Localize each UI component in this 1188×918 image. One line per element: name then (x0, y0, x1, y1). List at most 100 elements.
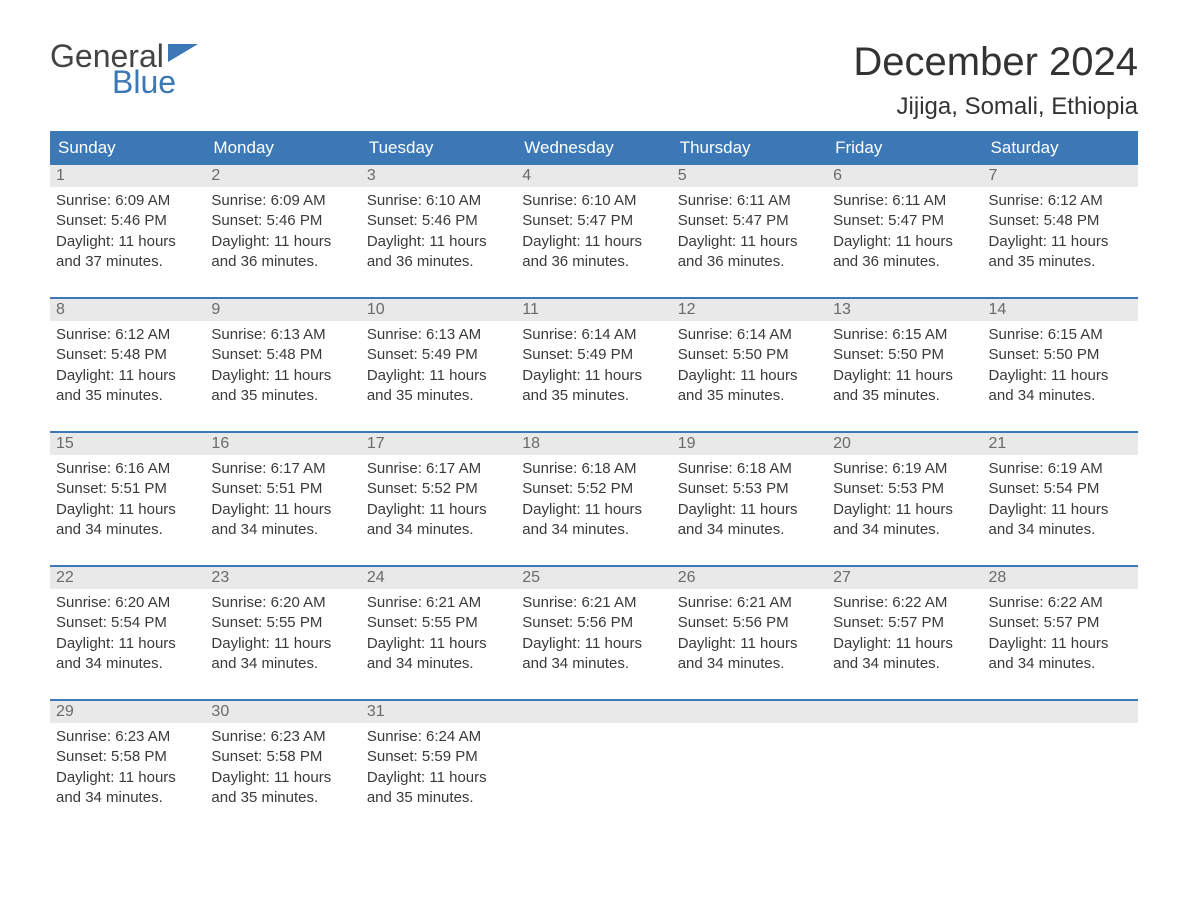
sunset-text: Sunset: 5:47 PM (522, 211, 665, 231)
daylight-text-1: Daylight: 11 hours (211, 366, 354, 386)
day-number: 1 (50, 165, 205, 187)
sunrise-text: Sunrise: 6:10 AM (367, 191, 510, 211)
title-block: December 2024 Jijiga, Somali, Ethiopia (853, 40, 1138, 121)
day-cell: 11Sunrise: 6:14 AMSunset: 5:49 PMDayligh… (516, 299, 671, 417)
day-cell: 28Sunrise: 6:22 AMSunset: 5:57 PMDayligh… (983, 567, 1138, 685)
day-number (672, 701, 827, 723)
daylight-text-1: Daylight: 11 hours (522, 634, 665, 654)
day-cell: 22 Sunrise: 6:20 AMSunset: 5:54 PMDayligh… (50, 567, 205, 685)
day-number: 6 (827, 165, 982, 187)
day-cell: 7Sunrise: 6:12 AMSunset: 5:48 PMDaylight… (983, 165, 1138, 283)
day-body: Sunrise: 6:11 AMSunset: 5:47 PMDaylight:… (672, 187, 827, 272)
day-cell: 31Sunrise: 6:24 AMSunset: 5:59 PMDayligh… (361, 701, 516, 819)
day-cell: 16Sunrise: 6:17 AMSunset: 5:51 PMDayligh… (205, 433, 360, 551)
sunrise-text: Sunrise: 6:14 AM (678, 325, 821, 345)
day-number: 17 (361, 433, 516, 455)
daylight-text-2: and 34 minutes. (522, 654, 665, 674)
daylight-text-1: Daylight: 11 hours (989, 366, 1132, 386)
day-cell: 3Sunrise: 6:10 AMSunset: 5:46 PMDaylight… (361, 165, 516, 283)
sunset-text: Sunset: 5:55 PM (211, 613, 354, 633)
day-body: Sunrise: 6:13 AMSunset: 5:49 PMDaylight:… (361, 321, 516, 406)
day-cell: 19Sunrise: 6:18 AMSunset: 5:53 PMDayligh… (672, 433, 827, 551)
day-header-row: Sunday Monday Tuesday Wednesday Thursday… (50, 131, 1138, 165)
flag-icon (168, 44, 198, 66)
day-body: Sunrise: 6:17 AMSunset: 5:51 PMDaylight:… (205, 455, 360, 540)
day-number: 30 (205, 701, 360, 723)
sunrise-text: Sunrise: 6:17 AM (211, 459, 354, 479)
sunset-text: Sunset: 5:53 PM (678, 479, 821, 499)
sunset-text: Sunset: 5:54 PM (56, 613, 199, 633)
daylight-text-1: Daylight: 11 hours (56, 232, 199, 252)
daylight-text-1: Daylight: 11 hours (522, 366, 665, 386)
day-body: Sunrise: 6:21 AMSunset: 5:56 PMDaylight:… (516, 589, 671, 674)
daylight-text-2: and 37 minutes. (56, 252, 199, 272)
sunset-text: Sunset: 5:48 PM (56, 345, 199, 365)
day-body: Sunrise: 6:21 AMSunset: 5:55 PMDaylight:… (361, 589, 516, 674)
sunrise-text: Sunrise: 6:13 AM (367, 325, 510, 345)
daylight-text-2: and 34 minutes. (56, 520, 199, 540)
daylight-text-1: Daylight: 11 hours (56, 366, 199, 386)
day-cell: 18Sunrise: 6:18 AMSunset: 5:52 PMDayligh… (516, 433, 671, 551)
day-cell: 13Sunrise: 6:15 AMSunset: 5:50 PMDayligh… (827, 299, 982, 417)
week-row: 15Sunrise: 6:16 AMSunset: 5:51 PMDayligh… (50, 431, 1138, 551)
day-header-sunday: Sunday (50, 131, 205, 165)
daylight-text-2: and 35 minutes. (56, 386, 199, 406)
sunrise-text: Sunrise: 6:20 AM (211, 593, 354, 613)
day-body: Sunrise: 6:09 AMSunset: 5:46 PMDaylight:… (205, 187, 360, 272)
day-body: Sunrise: 6:13 AMSunset: 5:48 PMDaylight:… (205, 321, 360, 406)
sunset-text: Sunset: 5:57 PM (989, 613, 1132, 633)
daylight-text-1: Daylight: 11 hours (833, 232, 976, 252)
daylight-text-2: and 36 minutes. (211, 252, 354, 272)
day-number: 4 (516, 165, 671, 187)
daylight-text-2: and 35 minutes. (989, 252, 1132, 272)
day-number: 7 (983, 165, 1138, 187)
sunrise-text: Sunrise: 6:20 AM (56, 593, 199, 613)
day-cell: 10Sunrise: 6:13 AMSunset: 5:49 PMDayligh… (361, 299, 516, 417)
sunrise-text: Sunrise: 6:16 AM (56, 459, 199, 479)
day-number: 12 (672, 299, 827, 321)
day-cell: 24Sunrise: 6:21 AMSunset: 5:55 PMDayligh… (361, 567, 516, 685)
daylight-text-1: Daylight: 11 hours (56, 634, 199, 654)
brand-logo: General Blue (50, 40, 198, 98)
daylight-text-2: and 34 minutes. (678, 654, 821, 674)
day-body: Sunrise: 6:22 AMSunset: 5:57 PMDaylight:… (983, 589, 1138, 674)
day-number: 15 (50, 433, 205, 455)
sunset-text: Sunset: 5:50 PM (989, 345, 1132, 365)
day-body: Sunrise: 6:10 AMSunset: 5:47 PMDaylight:… (516, 187, 671, 272)
day-number: 27 (827, 567, 982, 589)
day-cell: 29Sunrise: 6:23 AMSunset: 5:58 PMDayligh… (50, 701, 205, 819)
day-number: 19 (672, 433, 827, 455)
sunrise-text: Sunrise: 6:18 AM (522, 459, 665, 479)
day-cell: 26Sunrise: 6:21 AMSunset: 5:56 PMDayligh… (672, 567, 827, 685)
daylight-text-2: and 34 minutes. (833, 654, 976, 674)
sunrise-text: Sunrise: 6:21 AM (678, 593, 821, 613)
day-body: Sunrise: 6:17 AMSunset: 5:52 PMDaylight:… (361, 455, 516, 540)
sunrise-text: Sunrise: 6:14 AM (522, 325, 665, 345)
daylight-text-1: Daylight: 11 hours (56, 500, 199, 520)
day-number (827, 701, 982, 723)
day-cell: 14Sunrise: 6:15 AMSunset: 5:50 PMDayligh… (983, 299, 1138, 417)
day-number: 13 (827, 299, 982, 321)
day-number: 28 (983, 567, 1138, 589)
day-body: Sunrise: 6:09 AMSunset: 5:46 PMDaylight:… (50, 187, 205, 272)
title-month: December 2024 (853, 40, 1138, 85)
day-number: 3 (361, 165, 516, 187)
daylight-text-2: and 36 minutes. (522, 252, 665, 272)
daylight-text-1: Daylight: 11 hours (989, 500, 1132, 520)
sunrise-text: Sunrise: 6:12 AM (56, 325, 199, 345)
sunset-text: Sunset: 5:48 PM (989, 211, 1132, 231)
sunset-text: Sunset: 5:47 PM (833, 211, 976, 231)
day-cell: 30Sunrise: 6:23 AMSunset: 5:58 PMDayligh… (205, 701, 360, 819)
sunrise-text: Sunrise: 6:18 AM (678, 459, 821, 479)
sunset-text: Sunset: 5:58 PM (56, 747, 199, 767)
day-number: 22 (50, 567, 205, 589)
daylight-text-1: Daylight: 11 hours (522, 500, 665, 520)
title-location: Jijiga, Somali, Ethiopia (853, 93, 1138, 121)
day-number: 21 (983, 433, 1138, 455)
day-cell: 15Sunrise: 6:16 AMSunset: 5:51 PMDayligh… (50, 433, 205, 551)
day-number: 25 (516, 567, 671, 589)
daylight-text-2: and 36 minutes. (833, 252, 976, 272)
day-body: Sunrise: 6:18 AMSunset: 5:53 PMDaylight:… (672, 455, 827, 540)
day-number (516, 701, 671, 723)
day-number: 8 (50, 299, 205, 321)
